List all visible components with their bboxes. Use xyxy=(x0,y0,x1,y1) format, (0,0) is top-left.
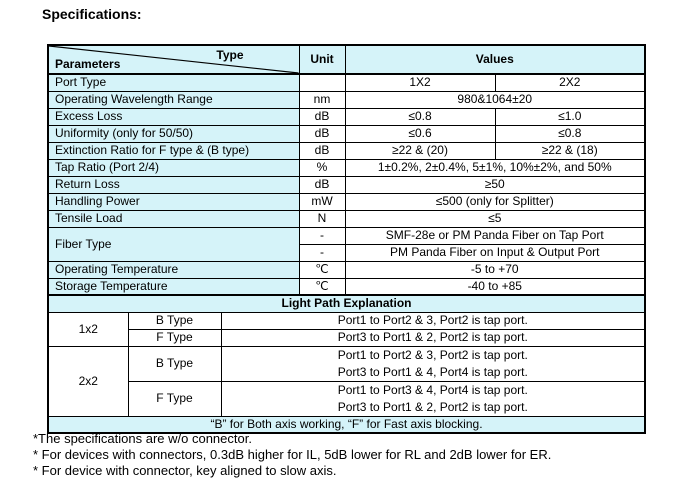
table-row-port-type: Port Type 1X2 2X2 xyxy=(47,73,646,92)
table-row-storage-temp: Storage Temperature ℃ -40 to +85 xyxy=(47,277,646,296)
path-text-cell: Port1 to Port2 & 3, Port2 is tap port. xyxy=(220,311,646,330)
table-row-return-loss: Return Loss dB ≥50 xyxy=(47,175,646,194)
param-cell: Port Type xyxy=(47,73,300,92)
path-line: Port3 to Port1 & 4, Port4 is tap port. xyxy=(337,364,528,379)
value-1x2-cell: ≤0.8 xyxy=(344,107,496,126)
size-2x2-cell: 2x2 xyxy=(47,345,129,417)
corner-parameters-label: Parameters xyxy=(55,57,121,71)
table-row-tap-ratio: Tap Ratio (Port 2/4) % 1±0.2%, 2±0.4%, 5… xyxy=(47,158,646,177)
footnotes: *The specifications are w/o connector. *… xyxy=(33,431,551,479)
unit-cell: - xyxy=(298,226,346,245)
light-path-header-row: Light Path Explanation xyxy=(47,294,646,313)
table-row-handling-power: Handling Power mW ≤500 (only for Splitte… xyxy=(47,192,646,211)
value-1x2-cell: ≥22 & (20) xyxy=(344,141,496,160)
unit-cell: ℃ xyxy=(298,260,346,279)
table-row-wavelength: Operating Wavelength Range nm 980&1064±2… xyxy=(47,90,646,109)
table-row-tensile-load: Tensile Load N ≤5 xyxy=(47,209,646,228)
light-path-title-cell: Light Path Explanation xyxy=(47,294,646,313)
unit-cell: dB xyxy=(298,175,346,194)
param-cell: Tap Ratio (Port 2/4) xyxy=(47,158,300,177)
param-cell: Storage Temperature xyxy=(47,277,300,296)
unit-cell: dB xyxy=(298,107,346,126)
value-cell: ≤5 xyxy=(344,209,646,228)
corner-type-label: Type xyxy=(216,48,244,62)
table-row-operating-temp: Operating Temperature ℃ -5 to +70 xyxy=(47,260,646,279)
table-row-excess-loss: Excess Loss dB ≤0.8 ≤1.0 xyxy=(47,107,646,126)
param-cell: Uniformity (only for 50/50) xyxy=(47,124,300,143)
param-cell: Tensile Load xyxy=(47,209,300,228)
light-path-row-2x2-b: 2x2 B Type Port1 to Port2 & 3, Port2 is … xyxy=(47,345,646,417)
path-line: Port3 to Port1 & 2, Port2 is tap port. xyxy=(337,399,528,414)
path-text-cell: Port1 to Port2 & 3, Port2 is tap port. P… xyxy=(220,345,646,382)
path-text-cell: Port3 to Port1 & 2, Port2 is tap port. xyxy=(220,328,646,347)
light-path-row-1x2-b: 1x2 B Type Port1 to Port2 & 3, Port2 is … xyxy=(47,311,646,347)
unit-cell: - xyxy=(298,243,346,262)
value-cell: 980&1064±20 xyxy=(344,90,646,109)
values-header-cell: Values xyxy=(344,44,646,75)
table-row-fiber-type-1: Fiber Type - SMF-28e or PM Panda Fiber o… xyxy=(47,226,646,262)
param-cell: Extinction Ratio for F type & (B type) xyxy=(47,141,300,160)
param-cell: Handling Power xyxy=(47,192,300,211)
spec-table: Type Parameters Unit Values Port Type 1X… xyxy=(47,44,646,296)
light-path-footer-cell: “B” for Both axis working, “F” for Fast … xyxy=(47,415,646,434)
footnote-line: * For device with connector, key aligned… xyxy=(33,463,337,478)
path-line: Port1 to Port2 & 3, Port2 is tap port. xyxy=(337,347,528,362)
value-cell: ≥50 xyxy=(344,175,646,194)
page-title: Specifications: xyxy=(42,6,142,22)
size-1x2-cell: 1x2 xyxy=(47,311,129,347)
unit-cell: mW xyxy=(298,192,346,211)
value-2x2-cell: ≤1.0 xyxy=(494,107,646,126)
b-type-cell: B Type xyxy=(127,345,222,382)
light-path-footer-row: “B” for Both axis working, “F” for Fast … xyxy=(47,415,646,434)
value-cell: ≤500 (only for Splitter) xyxy=(344,192,646,211)
unit-header-cell: Unit xyxy=(298,44,346,75)
unit-cell xyxy=(298,73,346,92)
unit-cell: N xyxy=(298,209,346,228)
param-cell: Operating Temperature xyxy=(47,260,300,279)
header-diagonal-line xyxy=(49,46,299,73)
value-cell: -40 to +85 xyxy=(344,277,646,296)
light-path-row-1x2-f: F Type Port3 to Port1 & 2, Port2 is tap … xyxy=(48,328,646,347)
path-text-cell: Port1 to Port3 & 4, Port4 is tap port. P… xyxy=(220,380,646,417)
footnote-line: *The specifications are w/o connector. xyxy=(33,431,252,446)
value-2x2-cell: ≤0.8 xyxy=(494,124,646,143)
parameters-type-corner-cell: Type Parameters xyxy=(47,44,300,75)
value-1x2-cell: ≤0.6 xyxy=(344,124,496,143)
param-cell: Operating Wavelength Range xyxy=(47,90,300,109)
value-2x2-cell: 2X2 xyxy=(494,73,646,92)
b-type-cell: B Type xyxy=(127,311,222,330)
path-line: Port1 to Port3 & 4, Port4 is tap port. xyxy=(337,382,528,397)
table-row-extinction-ratio: Extinction Ratio for F type & (B type) d… xyxy=(47,141,646,160)
spec-header-row: Type Parameters Unit Values xyxy=(47,44,646,75)
light-path-table: Light Path Explanation 1x2 B Type Port1 … xyxy=(47,294,646,434)
unit-cell: dB xyxy=(298,141,346,160)
f-type-cell: F Type xyxy=(127,380,222,417)
unit-cell: ℃ xyxy=(298,277,346,296)
param-cell: Excess Loss xyxy=(47,107,300,126)
tables-container: Type Parameters Unit Values Port Type 1X… xyxy=(47,44,646,434)
f-type-cell: F Type xyxy=(127,328,222,347)
value-cell: 1±0.2%, 2±0.4%, 5±1%, 10%±2%, and 50% xyxy=(344,158,646,177)
unit-cell: nm xyxy=(298,90,346,109)
unit-cell: dB xyxy=(298,124,346,143)
value-cell: SMF-28e or PM Panda Fiber on Tap Port xyxy=(344,226,646,245)
value-1x2-cell: 1X2 xyxy=(344,73,496,92)
param-cell: Fiber Type xyxy=(47,226,300,262)
footnote-line: * For devices with connectors, 0.3dB hig… xyxy=(33,447,552,462)
value-cell: PM Panda Fiber on Input & Output Port xyxy=(344,243,646,262)
unit-cell: % xyxy=(298,158,346,177)
table-row-uniformity: Uniformity (only for 50/50) dB ≤0.6 ≤0.8 xyxy=(47,124,646,143)
param-cell: Return Loss xyxy=(47,175,300,194)
light-path-row-2x2-f: F Type Port1 to Port3 & 4, Port4 is tap … xyxy=(48,380,646,417)
value-cell: -5 to +70 xyxy=(344,260,646,279)
value-2x2-cell: ≥22 & (18) xyxy=(494,141,646,160)
